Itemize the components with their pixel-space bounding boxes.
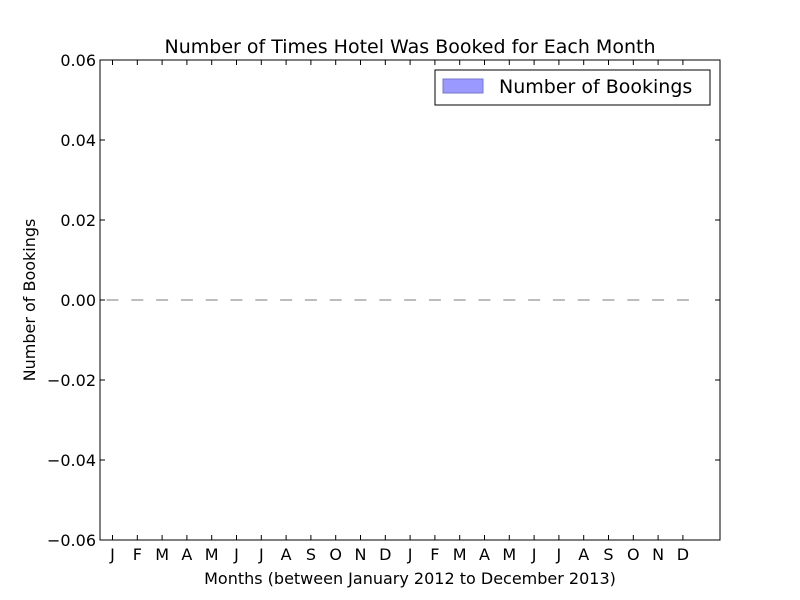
chart-title: Number of Times Hotel Was Booked for Eac… [165, 36, 656, 58]
legend-label: Number of Bookings [499, 76, 692, 98]
x-tick-label: O [329, 545, 342, 564]
legend: Number of Bookings [434, 69, 711, 106]
x-tick-label: S [603, 545, 613, 564]
x-tick-label: S [306, 545, 316, 564]
legend-swatch [442, 78, 484, 94]
x-tick-label: A [281, 545, 292, 564]
y-axis: −0.06 −0.04 −0.02 0.00 0.02 0.04 0.06 [47, 51, 720, 550]
x-tick-label: F [430, 545, 439, 564]
x-axis-label: Months (between January 2012 to December… [204, 569, 616, 588]
x-tick-label: A [181, 545, 192, 564]
x-tick-label: J [407, 545, 413, 564]
x-tick-label: J [109, 545, 115, 564]
x-tick-label: M [453, 545, 467, 564]
x-tick-label: N [652, 545, 664, 564]
x-tick-label: J [556, 545, 562, 564]
y-tick-label: −0.06 [47, 531, 96, 550]
y-tick-label: −0.04 [47, 451, 96, 470]
x-tick-label: N [355, 545, 367, 564]
x-tick-label: A [578, 545, 589, 564]
x-tick-label: F [133, 545, 142, 564]
y-tick-label: 0.02 [60, 211, 96, 230]
x-tick-label: J [531, 545, 537, 564]
x-tick-label: J [233, 545, 239, 564]
y-tick-label: 0.04 [60, 131, 96, 150]
x-tick-label: M [205, 545, 219, 564]
y-tick-label: −0.02 [47, 371, 96, 390]
x-tick-label: A [479, 545, 490, 564]
y-tick-label: 0.00 [60, 291, 96, 310]
y-axis-label: Number of Bookings [20, 219, 39, 382]
x-tick-label: D [379, 545, 391, 564]
x-tick-label: M [502, 545, 516, 564]
y-tick-label: 0.06 [60, 51, 96, 70]
x-tick-label: M [155, 545, 169, 564]
plot-area [99, 59, 721, 541]
x-tick-label: O [627, 545, 640, 564]
x-tick-label: D [677, 545, 689, 564]
x-tick-label: J [258, 545, 264, 564]
